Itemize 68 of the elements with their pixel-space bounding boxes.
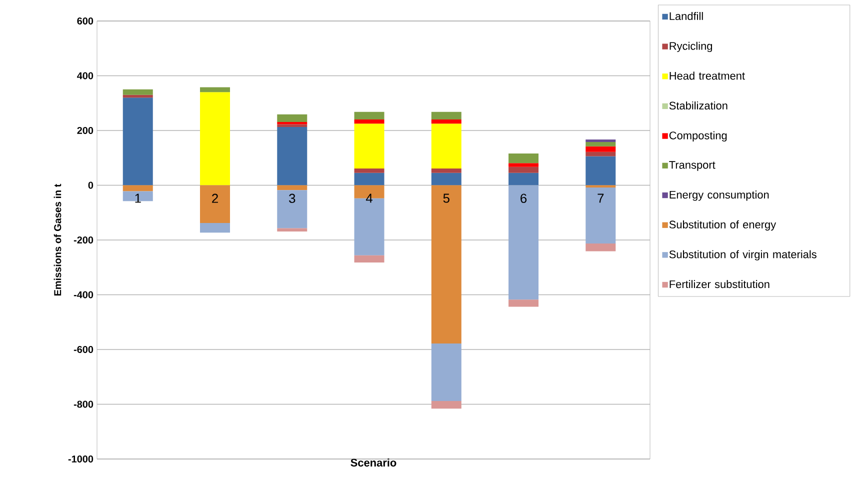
legend-label: Stabilization [669, 101, 728, 110]
y-tick-label: -1000 [68, 455, 94, 463]
legend-label: Composting [669, 131, 727, 142]
legend-label: Head treatment [670, 72, 745, 80]
bar [200, 92, 230, 186]
y-tick-label: -200 [74, 236, 94, 244]
bar [586, 244, 616, 252]
bar [431, 400, 462, 409]
bar [277, 185, 308, 190]
bar [586, 156, 616, 186]
y-tick-label: 0 [88, 182, 94, 189]
legend-label: Substitution of energy [669, 220, 776, 231]
bar [354, 112, 384, 120]
bar [122, 191, 153, 202]
bar [354, 120, 384, 124]
bar [354, 168, 384, 173]
bar [122, 98, 153, 186]
y-tick-label: -800 [74, 400, 94, 408]
bar [200, 223, 230, 233]
y-tick-label: 400 [77, 72, 94, 80]
x-tick-label: 5 [443, 194, 450, 203]
x-tick-label: 6 [520, 194, 527, 203]
bar [431, 185, 462, 344]
bar [200, 185, 230, 224]
y-tick-label: 600 [77, 17, 94, 25]
legend-label: Transport [669, 161, 716, 171]
bar [354, 172, 384, 186]
bar [586, 187, 616, 244]
x-tick-label: 1 [135, 194, 141, 203]
bar [277, 228, 308, 232]
y-tick-label: 200 [77, 126, 94, 134]
bar [200, 87, 230, 92]
bar [277, 126, 308, 186]
bar [508, 172, 539, 186]
bar [431, 168, 462, 173]
bar [586, 142, 616, 146]
bar [508, 163, 539, 167]
bar [122, 89, 153, 95]
bar [431, 124, 462, 169]
x-tick-label: 3 [289, 194, 296, 203]
bar [431, 172, 462, 186]
bar [354, 124, 384, 169]
bar [122, 185, 153, 192]
bar [354, 255, 384, 262]
bar [431, 343, 462, 401]
y-tick-label: -400 [74, 291, 94, 298]
legend-label: Fertilizer substitution [670, 280, 770, 288]
legend-label: Substitution of virgin materials [669, 250, 816, 260]
y-tick-label: -600 [74, 346, 94, 354]
bar [586, 152, 616, 156]
bar [508, 185, 539, 300]
bar [431, 112, 462, 120]
bar [508, 153, 539, 164]
x-axis-title: Scenario [350, 458, 396, 467]
bar [508, 166, 539, 173]
legend-label: Landfill [670, 12, 703, 20]
bar [586, 146, 616, 152]
bar [431, 120, 462, 124]
bar [508, 300, 539, 307]
y-axis-title: Emissions of Gases in t [54, 184, 62, 296]
bar [277, 124, 308, 127]
x-tick-label: 2 [212, 194, 218, 203]
x-tick-label: 7 [598, 194, 604, 203]
legend-label: Rycicling [670, 42, 712, 52]
bar [122, 94, 153, 98]
bar [277, 190, 308, 228]
legend-label: Energy consumption [670, 190, 769, 201]
bar [277, 114, 308, 122]
